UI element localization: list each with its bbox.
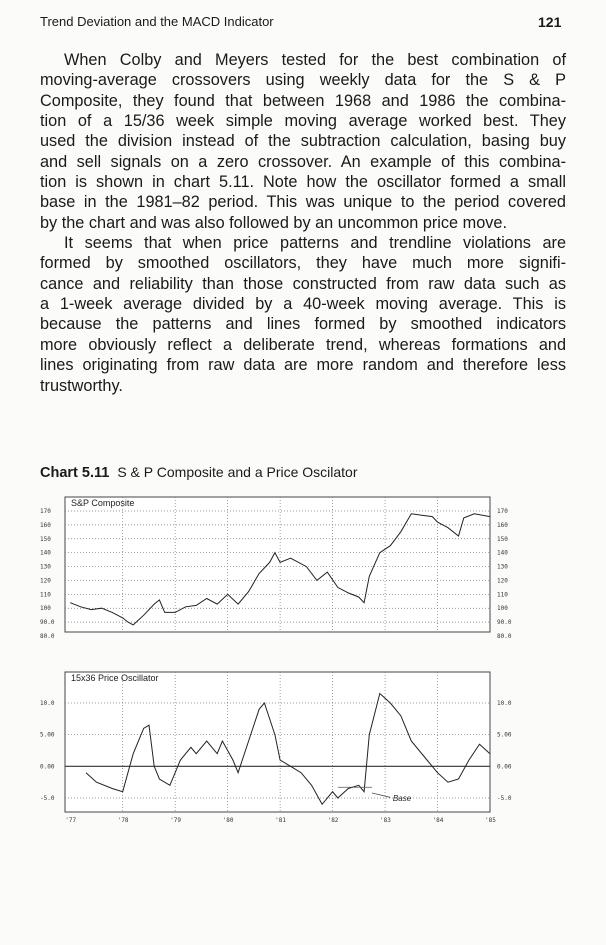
text-line: used the division instead of the subtrac… xyxy=(40,132,566,151)
chart-title: S & P Composite and a Price Oscilator xyxy=(117,464,358,480)
text-line: by the chart and was also followed by an… xyxy=(40,213,507,232)
y-tick-label-right: 0.00 xyxy=(497,763,512,770)
x-tick-label: '78 xyxy=(118,817,129,824)
text-line: moving-average crossovers using weekly d… xyxy=(40,71,566,90)
text-line: tion is shown in chart 5.11. Note how th… xyxy=(40,173,566,192)
text-line: base in the 1981–82 period. This was uni… xyxy=(40,193,566,212)
chart-caption: Chart 5.11 S & P Composite and a Price Os… xyxy=(40,464,358,481)
text-line: When Colby and Meyers tested for the bes… xyxy=(64,51,566,69)
x-tick-label: '84 xyxy=(433,817,444,824)
y-tick-label-right: 10.0 xyxy=(497,700,512,707)
annotation-pointer xyxy=(371,792,391,798)
y-tick-label-left: 10.0 xyxy=(40,700,55,707)
series-line xyxy=(85,692,491,806)
y-tick-label-left: 80.0 xyxy=(40,633,55,640)
y-tick-label-right: -5.0 xyxy=(497,795,512,802)
y-tick-label-left: 170 xyxy=(40,508,51,515)
running-header: Trend Deviation and the MACD Indicator xyxy=(40,14,274,29)
y-tick-label-right: 140 xyxy=(497,550,508,557)
y-tick-label-right: 160 xyxy=(497,522,508,529)
y-tick-label-right: 120 xyxy=(497,577,508,584)
y-tick-label-right: 130 xyxy=(497,564,508,571)
page-number: 121 xyxy=(538,14,562,30)
text-line: formed by smoothed oscillators, they hav… xyxy=(40,254,566,273)
base-annotation: Base xyxy=(393,794,412,803)
plot-frame xyxy=(64,496,491,633)
x-tick-label: '82 xyxy=(328,817,339,824)
y-tick-label-right: 150 xyxy=(497,536,508,543)
y-tick-label-left: 110 xyxy=(40,591,51,598)
y-tick-label-left: -5.0 xyxy=(40,795,55,802)
text-line: a 1-week average divided by a 40-week mo… xyxy=(40,295,566,314)
y-tick-label-right: 170 xyxy=(497,508,508,515)
y-tick-label-right: 110 xyxy=(497,591,508,598)
y-tick-label-right: 100 xyxy=(497,605,508,612)
y-tick-label-left: 100 xyxy=(40,605,51,612)
y-tick-label-right: 90.0 xyxy=(497,619,512,626)
plot-frame xyxy=(64,671,491,813)
text-line: cance and reliability than those constru… xyxy=(40,274,566,293)
text-line: tion of a 15/36 week simple moving avera… xyxy=(40,112,566,131)
text-line: and sell signals on a zero crossover. An… xyxy=(40,152,566,171)
text-line: trustworthy. xyxy=(40,376,123,395)
x-tick-label: '85 xyxy=(485,817,496,824)
body-text: When Colby and Meyers tested for the bes… xyxy=(40,40,566,396)
text-line: because the patterns and lines formed by… xyxy=(40,315,566,334)
y-tick-label-left: 130 xyxy=(40,564,51,571)
x-tick-label: '77 xyxy=(65,817,76,824)
y-tick-label-left: 5.00 xyxy=(40,732,55,739)
x-tick-label: '83 xyxy=(380,817,391,824)
panel-title: S&P Composite xyxy=(71,498,134,508)
text-line: more obviously reflect a deliberate tren… xyxy=(40,335,566,354)
text-line: It seems that when price patterns and tr… xyxy=(64,234,566,253)
text-line: Composite, they found that between 1968 … xyxy=(40,91,566,110)
y-tick-label-right: 80.0 xyxy=(497,633,512,640)
text-line: lines originating from raw data are more… xyxy=(40,356,566,375)
x-tick-label: '81 xyxy=(275,817,286,824)
y-tick-label-left: 160 xyxy=(40,522,51,529)
y-tick-label-right: 5.00 xyxy=(497,732,512,739)
y-tick-label-left: 150 xyxy=(40,536,51,543)
x-tick-label: '79 xyxy=(170,817,181,824)
y-tick-label-left: 0.00 xyxy=(40,763,55,770)
chart-number: Chart 5.11 xyxy=(40,465,110,481)
y-tick-label-left: 140 xyxy=(40,550,51,557)
y-tick-label-left: 120 xyxy=(40,577,51,584)
series-line xyxy=(70,513,491,626)
y-tick-label-left: 90.0 xyxy=(40,619,55,626)
x-tick-label: '80 xyxy=(223,817,234,824)
panel-title: 15x36 Price Oscillator xyxy=(71,673,159,683)
